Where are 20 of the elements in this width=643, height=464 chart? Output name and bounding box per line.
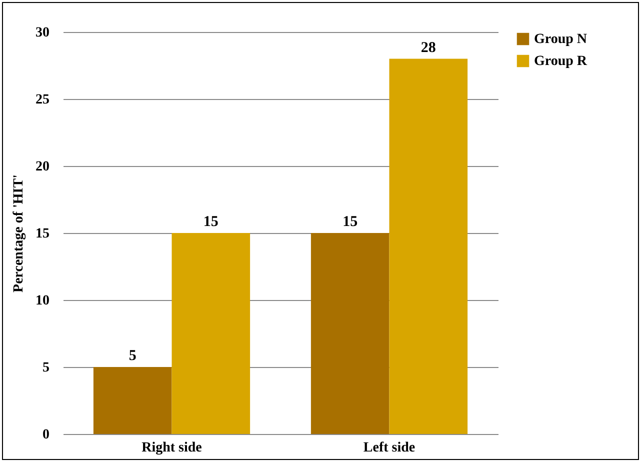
y-tick-label: 15 [36,226,50,242]
bar [93,367,172,434]
data-label: 15 [342,214,358,230]
y-tick-label: 20 [36,160,50,174]
y-tick-label: 10 [36,294,50,308]
bar [389,58,468,434]
data-label: 15 [203,214,218,230]
y-axis-title: Percentage of 'HIT' [12,174,26,292]
x-tick-label: Left side [363,440,416,456]
y-tick-label: 5 [42,360,50,376]
bar [310,233,390,434]
data-label: 28 [420,40,436,56]
y-tick-label: 0 [42,428,50,442]
data-label: 5 [128,348,136,364]
y-tick-label: 25 [36,92,50,108]
x-tick-label: Right side [142,440,202,456]
legend-label: Group N [534,32,588,47]
y-tick-label: 30 [36,26,50,40]
bar [172,233,250,434]
legend-label: Group R [534,54,588,69]
